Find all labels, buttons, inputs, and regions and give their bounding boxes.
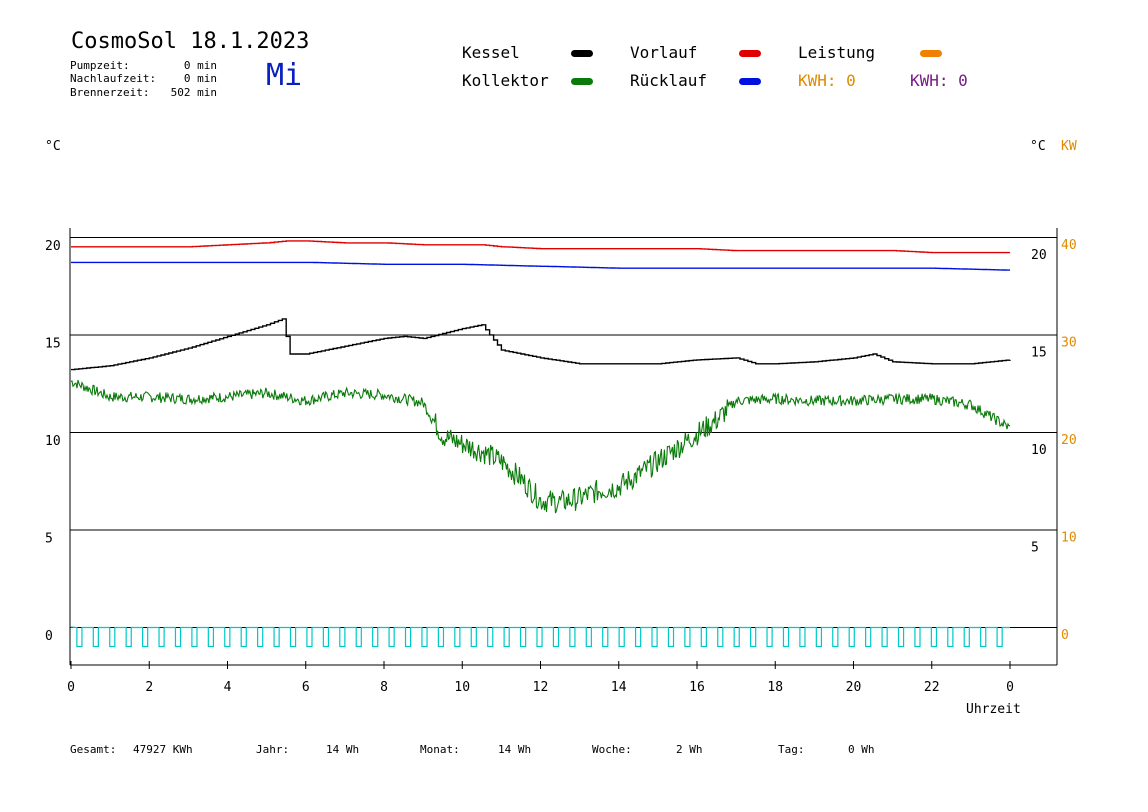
legend-kessel-swatch bbox=[571, 50, 593, 57]
footer-week-label: Woche: bbox=[592, 743, 632, 756]
x-axis-label: Uhrzeit bbox=[966, 702, 1021, 717]
series-rcklauf bbox=[71, 261, 1010, 271]
y-tick-left: 0 bbox=[45, 629, 53, 644]
legend-ruecklauf-label: Rücklauf bbox=[630, 71, 708, 90]
followup-time-label: Nachlaufzeit: 0 min bbox=[70, 72, 217, 85]
x-tick-label: 0 bbox=[1006, 680, 1014, 695]
y-tick-left: 5 bbox=[45, 532, 53, 547]
y-tick-right-power: 40 bbox=[1061, 238, 1077, 253]
y-tick-right-power: 20 bbox=[1061, 433, 1077, 448]
series-kessel bbox=[71, 318, 1011, 371]
legend-ruecklauf-swatch bbox=[739, 78, 761, 85]
y-tick-right-temp: 20 bbox=[1031, 248, 1047, 263]
x-tick-label: 12 bbox=[533, 680, 549, 695]
y-tick-right-temp: 15 bbox=[1031, 346, 1047, 361]
burner-time-label: Brennerzeit: 502 min bbox=[70, 86, 217, 99]
right-axis-unit: °C bbox=[1030, 139, 1046, 154]
series-kollektor bbox=[70, 379, 1011, 514]
footer-year-value: 14 Wh bbox=[326, 743, 360, 756]
y-tick-left: 15 bbox=[45, 337, 61, 352]
x-tick-label: 14 bbox=[611, 680, 627, 695]
y-tick-right-power: 0 bbox=[1061, 628, 1069, 643]
x-tick-label: 6 bbox=[302, 680, 310, 695]
series-leistung bbox=[70, 626, 1010, 648]
left-axis-unit: °C bbox=[45, 139, 61, 154]
burner-time-value: 502 min bbox=[170, 86, 217, 99]
kwh-purple: KWH: 0 bbox=[910, 71, 968, 90]
legend-leistung-label: Leistung bbox=[798, 43, 876, 62]
weekday-label: Mi bbox=[266, 58, 303, 93]
x-tick-label: 20 bbox=[846, 680, 862, 695]
footer-month-value: 14 Wh bbox=[498, 743, 532, 756]
x-tick-label: 8 bbox=[380, 680, 388, 695]
legend-vorlauf-label: Vorlauf bbox=[630, 43, 698, 62]
footer-day-value: 0 Wh bbox=[848, 743, 875, 756]
right-axis-unit-kw: KW bbox=[1061, 139, 1077, 154]
x-tick-label: 4 bbox=[224, 680, 232, 695]
legend-leistung-swatch bbox=[920, 50, 942, 57]
x-tick-label: 18 bbox=[767, 680, 783, 695]
x-tick-label: 0 bbox=[67, 680, 75, 695]
pump-time-label: Pumpzeit: 0 min bbox=[70, 59, 217, 72]
footer-total-label: Gesamt: bbox=[70, 743, 117, 756]
y-axis: 20 15 10 5 0 20 15 10 5 40 30 20 10 0 bbox=[45, 238, 1077, 644]
x-tick-label: 2 bbox=[145, 680, 153, 695]
pump-time-value: 0 min bbox=[183, 59, 217, 72]
chart-grid bbox=[69, 228, 1058, 666]
y-tick-left: 20 bbox=[45, 239, 61, 254]
legend-vorlauf-swatch bbox=[739, 50, 761, 57]
y-tick-right-temp: 10 bbox=[1031, 443, 1047, 458]
footer-day-label: Tag: bbox=[778, 743, 805, 756]
legend-kessel-label: Kessel bbox=[462, 43, 520, 62]
legend-kollektor-swatch bbox=[571, 78, 593, 85]
x-tick-label: 16 bbox=[689, 680, 705, 695]
series-vorlauf bbox=[71, 240, 1010, 254]
kwh-orange: KWH: 0 bbox=[798, 71, 856, 90]
x-axis: 0 2 4 6 8 10 12 14 16 18 20 22 0 bbox=[67, 661, 1014, 695]
followup-time-value: 0 min bbox=[183, 72, 217, 85]
footer-total-value: 47927 KWh bbox=[133, 743, 193, 756]
x-tick-label: 10 bbox=[454, 680, 470, 695]
x-tick-label: 22 bbox=[924, 680, 940, 695]
page-title: CosmoSol 18.1.2023 bbox=[71, 29, 310, 54]
y-tick-left: 10 bbox=[45, 434, 61, 449]
footer-month-label: Monat: bbox=[420, 743, 460, 756]
y-tick-right-power: 10 bbox=[1061, 531, 1077, 546]
legend-kollektor-label: Kollektor bbox=[462, 71, 549, 90]
chart-series bbox=[70, 240, 1011, 648]
y-tick-right-temp: 5 bbox=[1031, 541, 1039, 556]
footer-week-value: 2 Wh bbox=[676, 743, 703, 756]
footer-year-label: Jahr: bbox=[256, 743, 290, 756]
y-tick-right-power: 30 bbox=[1061, 336, 1077, 351]
